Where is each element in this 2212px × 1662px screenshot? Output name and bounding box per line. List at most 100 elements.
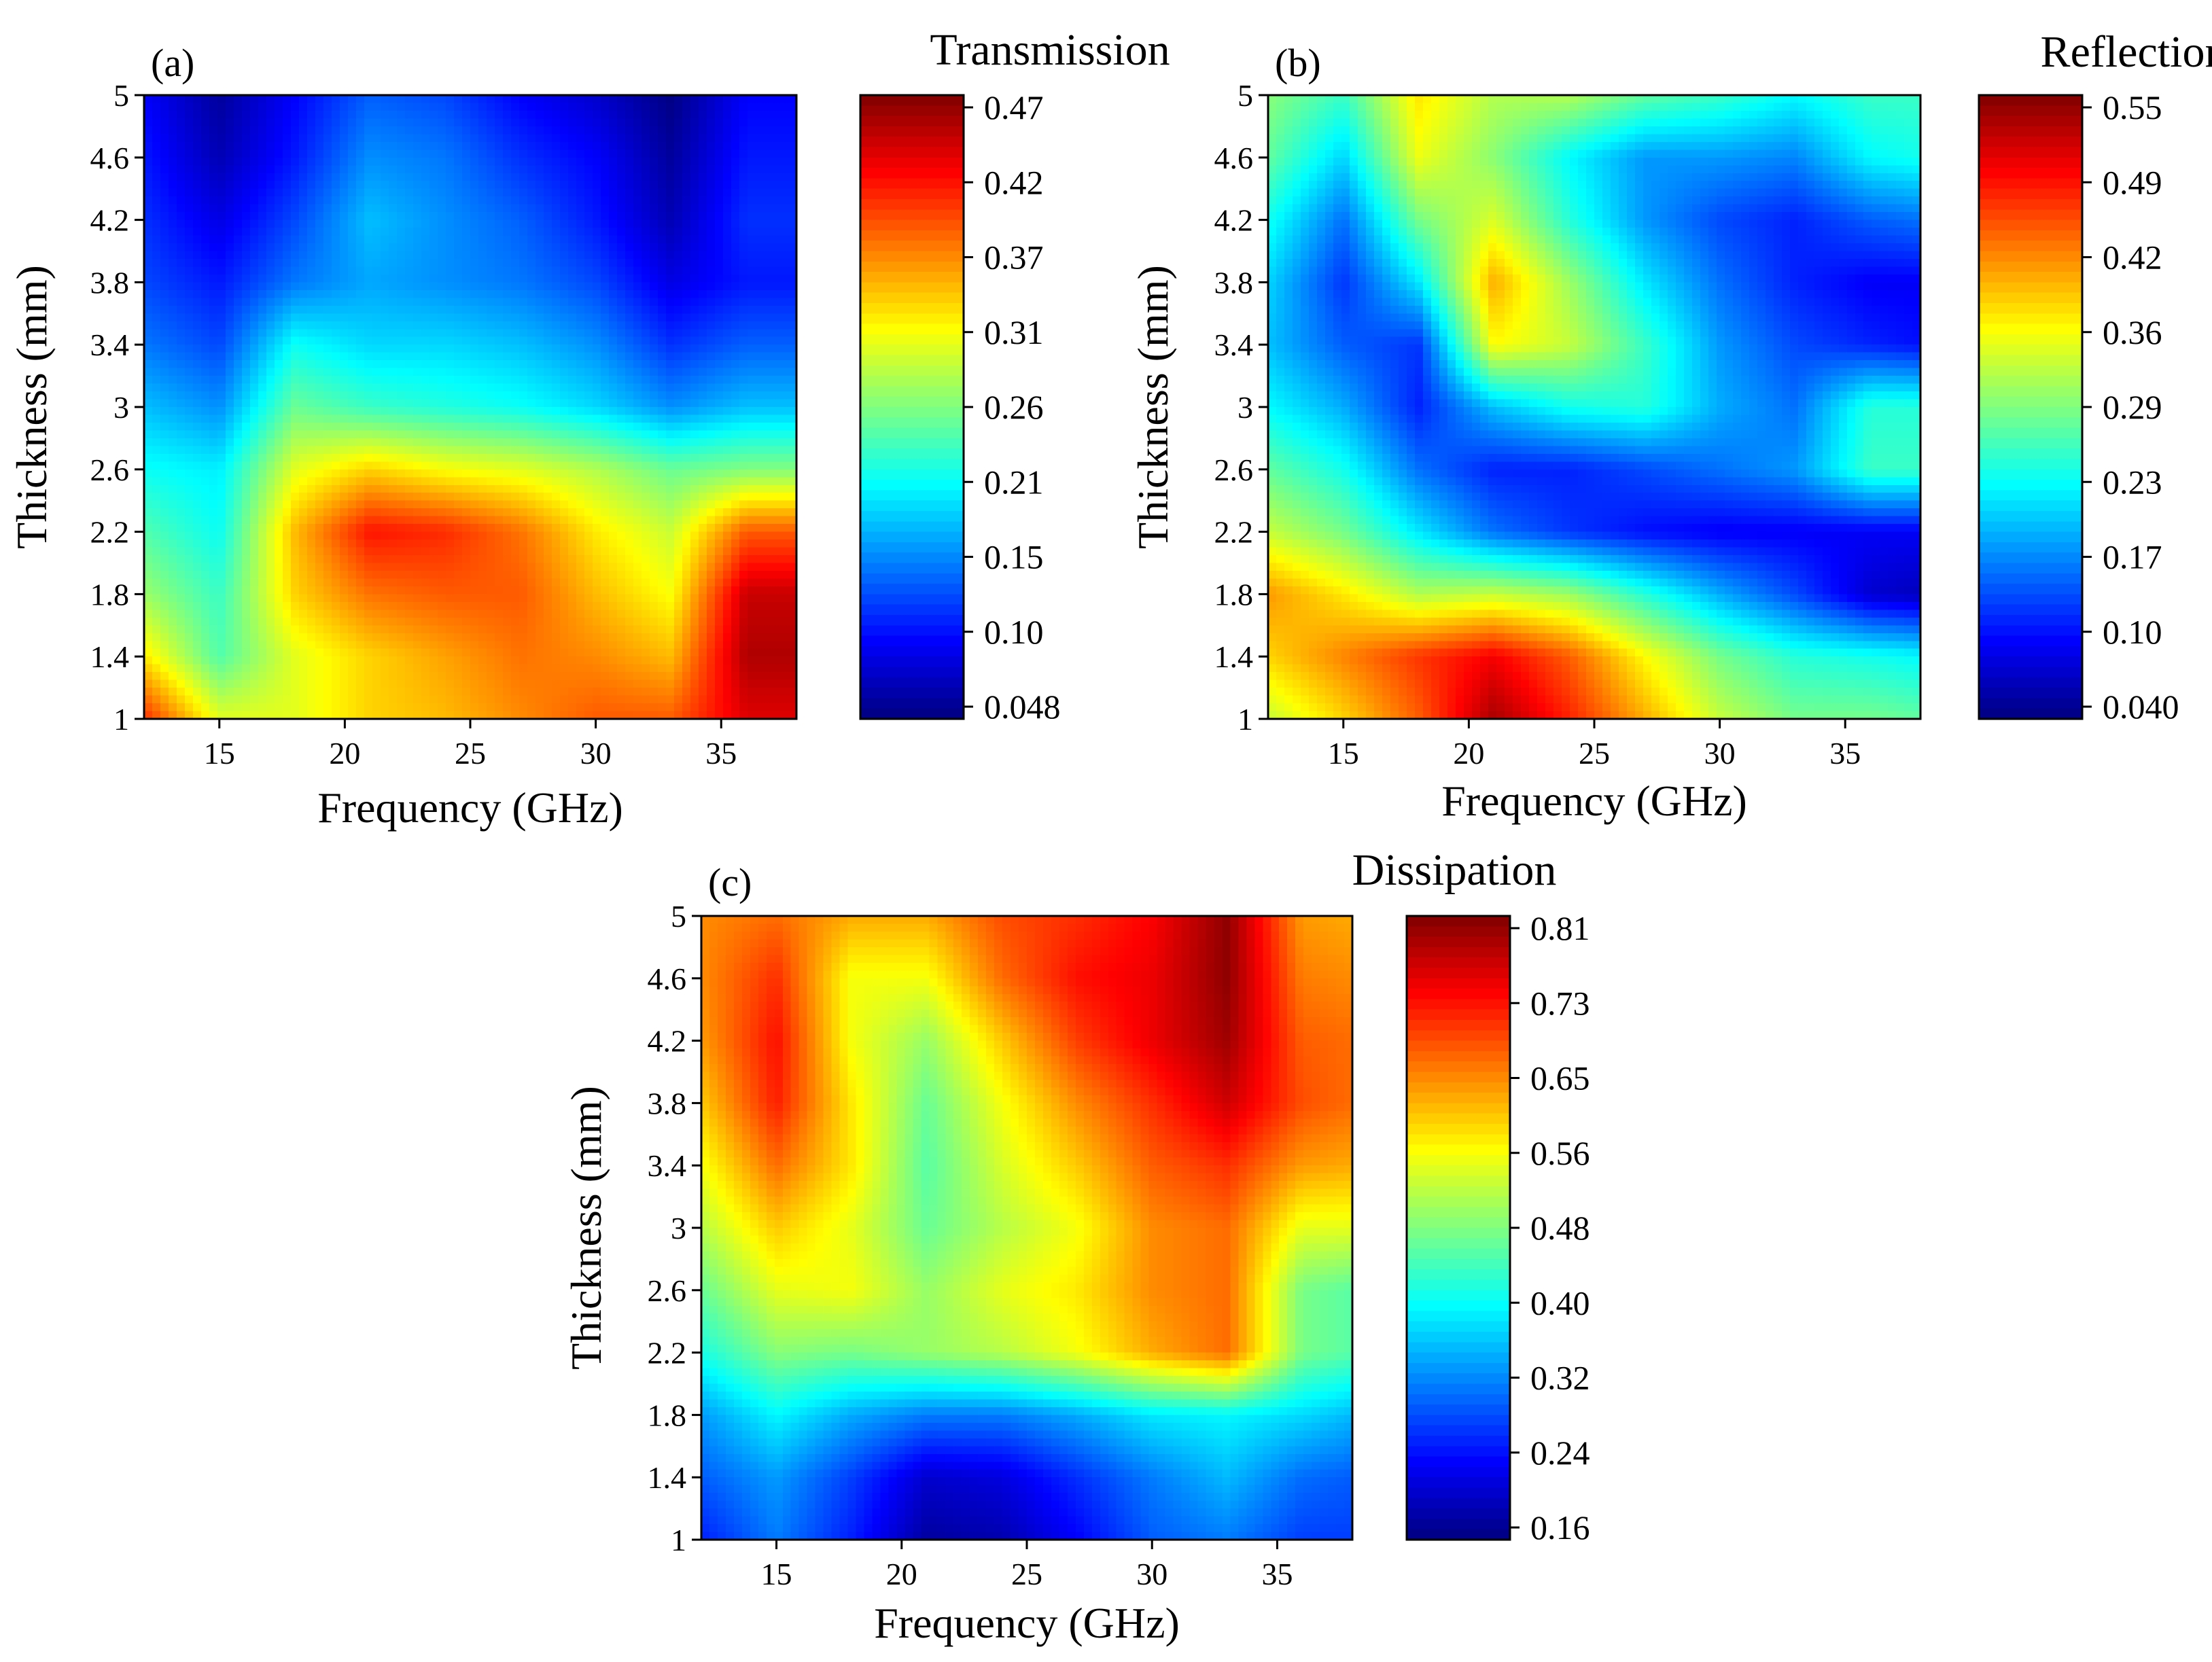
heatmap-cell xyxy=(519,391,528,400)
heatmap-cell xyxy=(503,282,512,291)
heatmap-cell xyxy=(609,181,618,190)
heatmap-cell xyxy=(511,376,520,385)
heatmap-cell xyxy=(266,204,275,213)
heatmap-cell xyxy=(511,196,520,205)
heatmap-cell xyxy=(544,422,552,431)
heatmap-cell xyxy=(201,336,210,345)
heatmap-cell xyxy=(438,524,446,533)
heatmap-cell xyxy=(723,110,732,120)
heatmap-cell xyxy=(429,477,438,486)
heatmap-cell xyxy=(413,188,422,197)
heatmap-cell xyxy=(438,516,446,525)
heatmap-cell xyxy=(356,126,365,135)
heatmap-cell xyxy=(511,305,520,314)
heatmap-cell xyxy=(364,95,373,104)
heatmap-cell xyxy=(739,212,748,221)
heatmap-cell xyxy=(568,188,577,197)
heatmap-cell xyxy=(405,352,414,361)
heatmap-cell xyxy=(650,336,659,345)
heatmap-cell xyxy=(291,329,300,338)
heatmap-cell xyxy=(405,251,414,260)
heatmap-cell xyxy=(601,329,610,338)
heatmap-cell xyxy=(258,469,267,478)
heatmap-cell xyxy=(454,368,463,376)
heatmap-cell xyxy=(495,298,504,306)
heatmap-cell xyxy=(536,219,544,228)
heatmap-cell xyxy=(160,555,169,564)
heatmap-cell xyxy=(470,235,479,244)
heatmap-cell xyxy=(364,110,373,120)
heatmap-cell xyxy=(593,258,601,268)
heatmap-cell xyxy=(682,305,691,314)
heatmap-cell xyxy=(552,298,561,306)
heatmap-cell xyxy=(470,251,479,260)
heatmap-cell xyxy=(438,376,446,385)
heatmap-cell xyxy=(226,235,234,244)
heatmap-cell xyxy=(332,329,340,338)
heatmap-cell xyxy=(193,298,202,306)
heatmap-cell xyxy=(593,165,601,174)
heatmap-cell xyxy=(169,540,177,548)
heatmap-cell xyxy=(658,477,667,486)
heatmap-cell xyxy=(332,477,340,486)
heatmap-cell xyxy=(348,165,357,174)
heatmap-cell xyxy=(478,181,487,190)
heatmap-cell xyxy=(340,110,349,120)
heatmap-cell xyxy=(413,360,422,369)
heatmap-cell xyxy=(299,181,308,190)
heatmap-cell xyxy=(250,430,259,439)
heatmap-cell xyxy=(152,235,161,244)
heatmap-cell xyxy=(242,157,251,166)
heatmap-cell xyxy=(291,399,300,408)
heatmap-cell xyxy=(438,196,446,205)
heatmap-cell xyxy=(674,329,683,338)
heatmap-cell xyxy=(372,578,381,587)
heatmap-cell xyxy=(454,181,463,190)
heatmap-cell xyxy=(748,344,756,353)
heatmap-cell xyxy=(307,555,316,564)
heatmap-cell xyxy=(658,508,667,517)
heatmap-cell xyxy=(487,126,495,135)
heatmap-cell xyxy=(144,134,153,143)
heatmap-cell xyxy=(405,110,414,120)
heatmap-cell xyxy=(381,336,389,345)
heatmap-cell xyxy=(788,540,797,548)
heatmap-cell xyxy=(690,274,699,283)
heatmap-cell xyxy=(527,376,536,385)
heatmap-cell xyxy=(601,243,610,252)
heatmap-cell xyxy=(356,289,365,298)
heatmap-cell xyxy=(739,368,748,376)
heatmap-cell xyxy=(258,173,267,181)
heatmap-cell xyxy=(193,391,202,400)
heatmap-cell xyxy=(552,235,561,244)
heatmap-cell xyxy=(266,422,275,431)
heatmap-cell xyxy=(226,414,234,423)
heatmap-cell xyxy=(560,430,569,439)
heatmap-cell xyxy=(381,547,389,556)
heatmap-cell xyxy=(185,282,194,291)
heatmap-cell xyxy=(291,235,300,244)
heatmap-cell xyxy=(291,368,300,376)
heatmap-cell xyxy=(299,531,308,540)
heatmap-cell xyxy=(666,181,675,190)
heatmap-cell xyxy=(544,204,552,213)
heatmap-cell xyxy=(487,500,495,509)
heatmap-cell xyxy=(429,438,438,446)
heatmap-cell xyxy=(332,181,340,190)
heatmap-cell xyxy=(438,219,446,228)
heatmap-cell xyxy=(169,461,177,470)
heatmap-cell xyxy=(234,344,243,353)
heatmap-cell xyxy=(682,477,691,486)
heatmap-cell xyxy=(690,313,699,322)
heatmap-cell xyxy=(617,368,626,376)
heatmap-cell xyxy=(780,484,789,493)
heatmap-cell xyxy=(299,461,308,470)
heatmap-cell xyxy=(495,570,504,580)
heatmap-cell xyxy=(152,196,161,205)
heatmap-cell xyxy=(690,149,699,158)
heatmap-cell xyxy=(356,508,365,517)
heatmap-cell xyxy=(536,298,544,306)
heatmap-cell xyxy=(503,126,512,135)
heatmap-cell xyxy=(307,430,316,439)
heatmap-cell xyxy=(381,298,389,306)
